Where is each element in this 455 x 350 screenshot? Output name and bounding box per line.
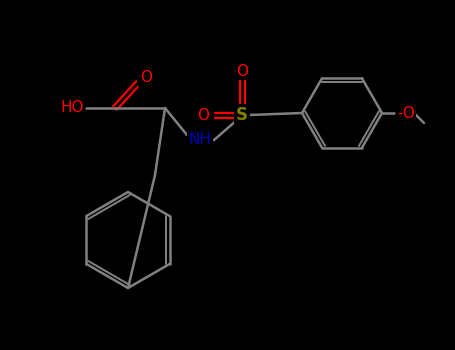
Text: O: O [140,70,152,85]
Text: -O: -O [397,105,415,120]
Text: NH: NH [188,133,212,147]
Text: O: O [236,63,248,78]
Text: HO: HO [60,100,84,116]
Text: S: S [236,106,248,124]
Text: O: O [197,107,209,122]
